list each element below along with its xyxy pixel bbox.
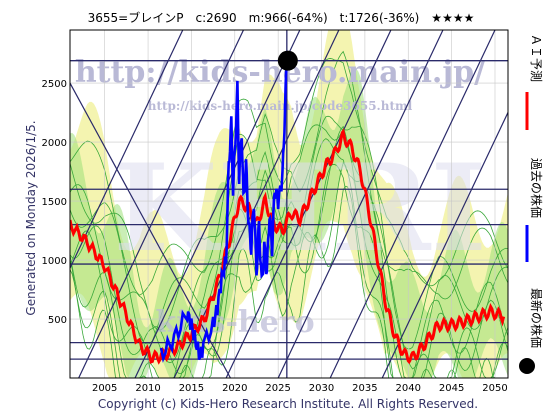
trend-line <box>381 111 508 378</box>
y-tick-label: 1500 <box>42 197 67 208</box>
band-outline <box>70 161 508 378</box>
watermark-code-url: http://kids-hero.main.jp/code3655.html <box>148 99 413 113</box>
generated-date-label: Generated on Monday 2026/1/5. <box>24 120 38 315</box>
green-band <box>70 68 508 378</box>
legend-past-label: 過去の株価 <box>529 158 544 218</box>
trend-line <box>134 30 301 378</box>
x-tick-label: 2010 <box>135 383 160 394</box>
band-outline <box>70 58 508 296</box>
prediction-bands <box>70 30 508 378</box>
y-tick-label: 1000 <box>42 256 67 267</box>
band-outline <box>70 163 508 378</box>
x-tick-label: 2025 <box>265 383 290 394</box>
trend-line <box>70 30 184 270</box>
series-lines <box>70 60 506 365</box>
x-tick-label: 2030 <box>309 383 334 394</box>
trend-lines <box>70 30 508 378</box>
trend-line <box>225 30 392 378</box>
chart-title: 3655=ブレインP c:2690 m:966(-64%) t:1726(-36… <box>88 10 475 25</box>
current-price-dot <box>277 50 298 71</box>
horizontal-levels <box>70 30 508 378</box>
x-tick-label: 2050 <box>482 383 507 394</box>
y-tick-label: 500 <box>48 315 67 326</box>
current-price-marker <box>277 50 298 71</box>
band-outline <box>70 185 508 378</box>
y-tick-label: 2000 <box>42 138 67 149</box>
legend-ai-label: ＡＩ予測 <box>529 34 543 82</box>
trend-line <box>329 30 496 378</box>
legend-latest-swatch <box>519 358 535 374</box>
x-tick-label: 2015 <box>179 383 204 394</box>
axis-ticks: 2005 2010 2015 2020 2025 2030 2035 2040 2045 2050… <box>42 79 508 394</box>
copyright-text: Copyright (c) Kids-Hero Research Institu… <box>98 397 478 411</box>
series-past-price <box>159 60 289 363</box>
x-tick-label: 2040 <box>396 383 421 394</box>
watermark-logo: KHRI <box>113 138 487 279</box>
trend-line-down <box>70 82 231 378</box>
series-ai-prediction <box>70 128 506 365</box>
x-tick-label: 2035 <box>352 383 377 394</box>
x-tick-label: 2020 <box>222 383 247 394</box>
trend-line <box>78 30 245 378</box>
x-tick-label: 2045 <box>439 383 464 394</box>
legend-latest-label: 最新の株価 <box>529 288 544 348</box>
x-tick-label: 2005 <box>92 383 117 394</box>
plot-frame <box>69 29 509 379</box>
trend-line <box>277 30 444 378</box>
band-outline <box>70 115 508 370</box>
y-tick-label: 2500 <box>42 79 67 90</box>
